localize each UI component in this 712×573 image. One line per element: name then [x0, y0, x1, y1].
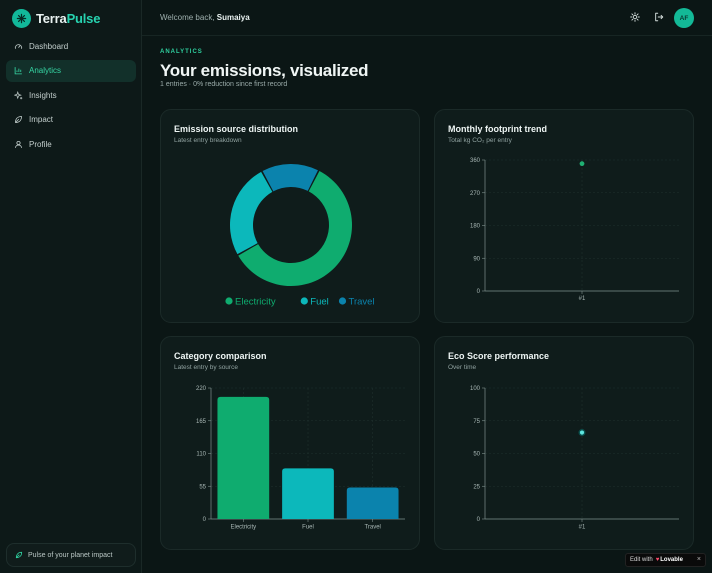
- gauge-icon: [14, 43, 23, 49]
- trend-card: Monthly footprint trend Total kg CO₂ per…: [434, 109, 694, 323]
- card-subtitle: Latest entry breakdown: [174, 137, 242, 144]
- legend-swatch-fuel: [300, 297, 308, 305]
- bar-electricity: [217, 396, 270, 519]
- x-tick-label: #1: [579, 296, 586, 302]
- brand-name-part2: Pulse: [66, 10, 101, 26]
- card-subtitle: Total kg CO₂ per entry: [448, 137, 512, 144]
- bar-travel: [346, 487, 399, 519]
- sidebar-item-dashboard[interactable]: Dashboard: [6, 35, 136, 57]
- eco-chart: 0 25 50 75 100 #1: [470, 386, 679, 531]
- y-tick-label: 90: [473, 256, 480, 262]
- y-tick-label: 180: [470, 224, 481, 230]
- comparison-card: Category comparison Latest entry by sour…: [160, 336, 420, 550]
- y-tick-label: 0: [477, 289, 481, 295]
- y-tick-label: 110: [196, 452, 206, 458]
- sidebar-item-profile[interactable]: Profile: [6, 133, 136, 155]
- y-tick-label: 0: [477, 517, 481, 523]
- data-point: [579, 161, 585, 167]
- bar-fuel: [282, 468, 334, 519]
- card-subtitle: Over time: [448, 364, 477, 371]
- welcome-message: Welcome back, Sumaiya: [160, 13, 250, 22]
- legend-label-fuel: Fuel: [310, 297, 328, 308]
- sidebar-footer-text: Pulse of your planet impact: [28, 551, 113, 559]
- leaf-icon: [15, 551, 23, 559]
- eco-card: Eco Score performance Over time 0 25 50 75 1…: [434, 336, 694, 550]
- legend-swatch-travel: [338, 297, 347, 305]
- page-title: Your emissions, visualized: [160, 61, 369, 80]
- sparkles-icon: [14, 90, 23, 99]
- brand-name: TerraPulse: [36, 11, 100, 26]
- avatar[interactable]: AF: [674, 8, 694, 28]
- sun-icon[interactable]: [630, 12, 640, 22]
- y-tick-label: 55: [199, 484, 206, 490]
- donut-slice-electricity: [238, 171, 352, 286]
- brand[interactable]: TerraPulse: [12, 8, 100, 28]
- y-tick-label: 220: [196, 386, 207, 392]
- legend-swatch-electricity: [225, 297, 233, 305]
- brand-logo-icon: [12, 8, 31, 28]
- user-icon: [15, 140, 22, 148]
- comparison-chart: 0 55 110 165 220 Electricity Fuel Travel: [196, 386, 405, 531]
- sidebar-item-label: Insights: [29, 90, 57, 100]
- sidebar-item-analytics[interactable]: Analytics: [6, 59, 136, 82]
- badge-brand: Lovable: [660, 557, 683, 563]
- x-tick-label: Travel: [364, 525, 380, 531]
- sidebar-nav: Dashboard Analytics Insights Impact Prof…: [6, 35, 136, 158]
- card-title: Category comparison: [174, 351, 267, 361]
- y-tick-label: 270: [470, 191, 481, 197]
- sidebar-item-impact[interactable]: Impact: [6, 109, 136, 131]
- sidebar-item-insights[interactable]: Insights: [6, 84, 136, 106]
- top-bar: Welcome back, Sumaiya AF: [142, 0, 712, 36]
- card-subtitle: Latest entry by source: [174, 364, 238, 371]
- leaf-icon: [15, 116, 22, 123]
- sidebar-footer-tagline: Pulse of your planet impact: [6, 543, 136, 567]
- welcome-prefix: Welcome back,: [160, 13, 217, 22]
- card-title: Emission source distribution: [174, 124, 299, 134]
- legend-label-travel: Travel: [349, 297, 375, 308]
- close-icon[interactable]: ×: [696, 556, 701, 563]
- badge-prefix: Edit with: [630, 557, 653, 563]
- sidebar-item-label: Profile: [29, 139, 52, 149]
- sidebar-item-label: Dashboard: [29, 41, 69, 51]
- data-point: [578, 429, 586, 437]
- x-tick-label: Fuel: [302, 525, 314, 531]
- y-tick-label: 0: [203, 517, 207, 523]
- y-tick-label: 360: [470, 158, 481, 164]
- card-title: Monthly footprint trend: [448, 124, 547, 134]
- sidebar: TerraPulse Dashboard Analytics Insights …: [0, 0, 142, 573]
- donut-slice-fuel: [230, 171, 273, 255]
- donut-slice-travel: [262, 164, 318, 192]
- section-eyebrow: ANALYTICS: [160, 49, 203, 55]
- trend-chart: 0 90 180 270 360 #1: [470, 158, 679, 302]
- logout-icon[interactable]: [654, 12, 664, 22]
- y-tick-label: 75: [473, 419, 480, 425]
- y-tick-label: 100: [470, 386, 481, 392]
- distribution-card: Emission source distribution Latest entr…: [160, 109, 420, 323]
- sidebar-item-label: Analytics: [29, 66, 62, 75]
- y-tick-label: 165: [196, 419, 207, 425]
- y-tick-label: 25: [473, 484, 480, 490]
- y-tick-label: 50: [473, 452, 480, 458]
- user-name: Sumaiya: [216, 13, 250, 22]
- legend-label-electricity: Electricity: [235, 297, 276, 308]
- page-subtitle: 1 entries · 0% reduction since first rec…: [160, 81, 288, 88]
- heart-icon: ♥: [655, 557, 660, 563]
- edit-with-lovable-badge[interactable]: Edit with ♥ Lovable ×: [625, 553, 706, 567]
- sidebar-item-label: Impact: [29, 115, 54, 124]
- x-tick-label: #1: [579, 525, 586, 531]
- brand-name-part1: Terra: [36, 10, 67, 26]
- donut-chart: Electricity Fuel Travel: [225, 164, 375, 308]
- card-title: Eco Score performance: [448, 351, 550, 361]
- bar-chart-icon: [14, 67, 22, 75]
- x-tick-label: Electricity: [230, 525, 256, 531]
